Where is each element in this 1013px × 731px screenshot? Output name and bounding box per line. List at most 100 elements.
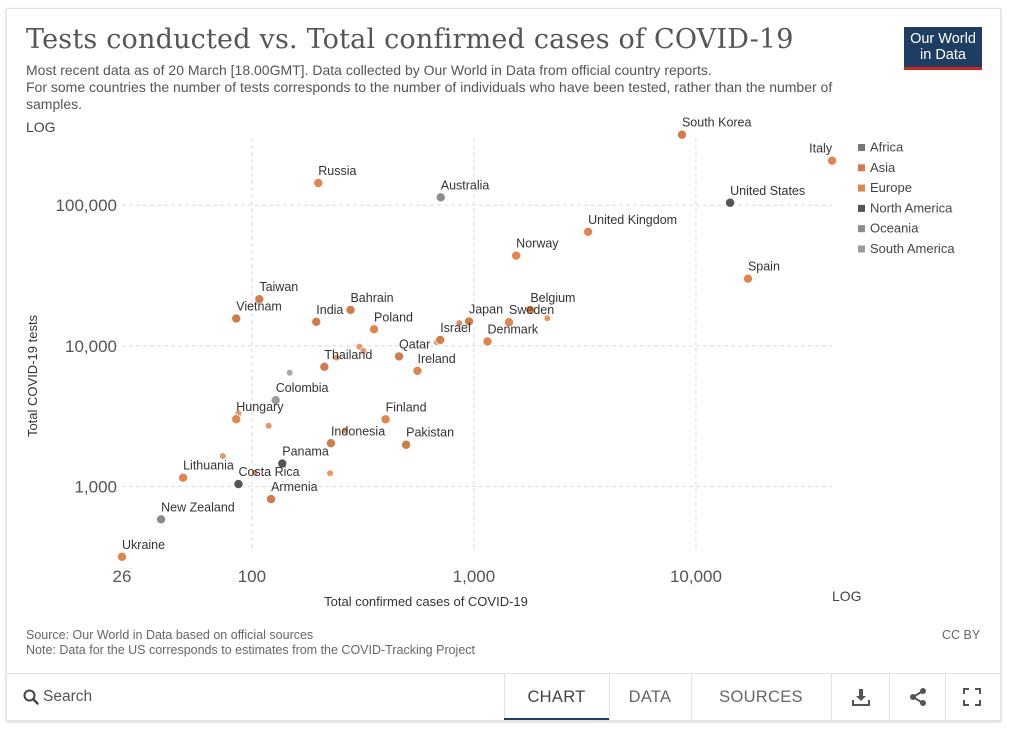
point-label: Indonesia: [331, 424, 385, 438]
download-icon[interactable]: [850, 686, 872, 708]
point-label: Australia: [441, 178, 490, 192]
chart-title: Tests conducted vs. Total confirmed case…: [26, 24, 794, 55]
logo-line-2: in Data: [920, 47, 966, 63]
legend-entry: South America: [870, 241, 955, 256]
point-label: India: [316, 303, 343, 317]
toolbar-divider: [831, 674, 832, 720]
tab-sources[interactable]: SOURCES: [719, 688, 803, 706]
source-note: Source: Our World in Data based on offic…: [26, 628, 314, 642]
data-point: [676, 129, 687, 140]
data-point: [231, 313, 242, 324]
subtitle-line-2: For some countries the number of tests c…: [26, 79, 833, 112]
point-label: Israel: [440, 321, 471, 335]
y-scale-toggle: LOG: [26, 119, 56, 135]
toolbar-divider: [945, 674, 946, 720]
x-tick-label: 10,000: [670, 567, 722, 586]
fullscreen-icon[interactable]: [961, 686, 983, 708]
search-icon: [23, 689, 39, 705]
point-label: Pakistan: [406, 426, 454, 440]
point-label: Armenia: [271, 480, 318, 494]
data-point: [345, 304, 356, 315]
scatter-chart: 26 100 1,000 10,000 1,000 10,000 100,000 Total …: [25, 116, 955, 609]
logo-line-1: Our World: [910, 31, 976, 47]
search-label: Search: [43, 688, 93, 705]
data-point: [325, 438, 336, 449]
search-button[interactable]: Search: [23, 688, 92, 706]
data-point: [319, 361, 330, 372]
data-point: [394, 351, 405, 362]
license-link[interactable]: CC BY: [942, 628, 981, 642]
toolbar-divider: [889, 674, 890, 720]
legend-entry: Europe: [870, 180, 912, 195]
x-tick-label: 26: [113, 567, 132, 586]
data-point: [725, 197, 736, 208]
data-point: [231, 414, 242, 425]
toolbar-divider: [691, 674, 692, 720]
data-point: [156, 514, 167, 525]
legend-swatch: [858, 164, 865, 172]
data-point: [511, 250, 522, 261]
data-point: [525, 304, 536, 315]
legend-swatch: [858, 245, 865, 253]
data-point: [117, 551, 128, 562]
data-point: [369, 324, 380, 335]
data-point: [178, 472, 189, 483]
owid-logo[interactable]: Our World in Data: [904, 27, 982, 70]
point-label: South Korea: [682, 116, 752, 130]
data-point: [254, 294, 265, 305]
data-point: [313, 178, 324, 189]
y-tick-label: 1,000: [74, 477, 117, 496]
data-point: [504, 317, 515, 328]
data-note: Note: Data for the US corresponds to est…: [26, 643, 476, 657]
point-label: Sweden: [509, 303, 554, 317]
legend-swatch: [858, 225, 865, 233]
point-label: Poland: [374, 310, 413, 324]
x-tick-label: 1,000: [453, 567, 496, 586]
data-point: [219, 452, 227, 460]
point-label: United States: [730, 184, 805, 198]
chart-toolbar: Search CHART DATA SOURCES: [7, 673, 1000, 720]
toolbar-divider: [504, 674, 505, 720]
data-point: [482, 336, 493, 347]
x-scale-toggle: LOG: [832, 588, 862, 604]
tab-chart[interactable]: CHART: [504, 674, 609, 720]
data-point: [827, 155, 838, 166]
data-point: [455, 319, 464, 327]
data-point: [543, 314, 552, 323]
point-label: Bahrain: [350, 291, 393, 305]
legend-swatch: [858, 144, 865, 151]
share-icon[interactable]: [907, 686, 929, 708]
point-label: New Zealand: [161, 500, 235, 514]
y-tick-label: 10,000: [65, 337, 117, 356]
point-label: Vietnam: [236, 299, 282, 313]
point-label: Norway: [516, 237, 559, 251]
data-point: [332, 353, 341, 362]
tab-data[interactable]: DATA: [628, 688, 672, 706]
subtitle-line-1: Most recent data as of 20 March [18.00GM…: [26, 62, 712, 78]
chart-subtitle: Most recent data as of 20 March [18.00GM…: [26, 62, 876, 113]
point-label: Russia: [318, 164, 356, 178]
data-point: [277, 458, 288, 469]
point-label: Denmark: [487, 322, 538, 336]
point-label: United Kingdom: [588, 213, 677, 227]
legend-swatch: [858, 184, 865, 192]
point-label: Spain: [748, 260, 780, 274]
point-label: Japan: [469, 302, 503, 316]
point-label: Colombia: [276, 381, 329, 395]
point-label: Italy: [809, 142, 833, 156]
y-axis-label: Total COVID-19 tests: [25, 314, 40, 437]
legend-entry: Oceania: [870, 221, 919, 236]
legend-entry: Asia: [870, 160, 896, 175]
point-label: Thailand: [324, 348, 372, 362]
x-tick-label: 100: [238, 567, 266, 586]
data-point: [359, 347, 368, 355]
point-label: Qatar: [399, 337, 430, 351]
point-label: Lithuania: [183, 459, 234, 473]
data-point: [401, 439, 412, 450]
data-point: [266, 494, 277, 505]
data-point: [435, 334, 446, 345]
data-point: [270, 395, 281, 406]
data-point: [264, 421, 273, 430]
point-label: Ireland: [417, 352, 455, 366]
point-label: Panama: [282, 445, 329, 459]
